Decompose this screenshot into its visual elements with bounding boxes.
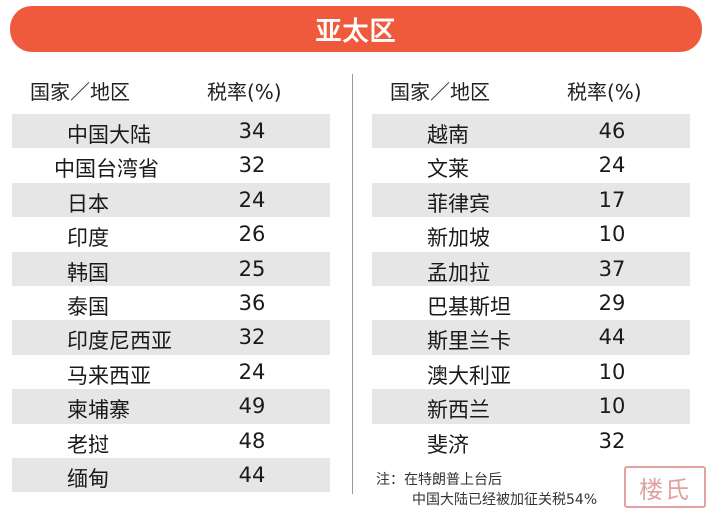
table-row: 斐济 32 — [372, 424, 690, 458]
country-cell: 文莱 — [427, 157, 469, 182]
rate-cell: 37 — [598, 256, 626, 281]
table-row: 印度尼西亚 32 — [12, 320, 330, 355]
rate-header: 税率(%) — [207, 80, 282, 104]
left-table-header: 国家／地区 税率(%) — [12, 72, 330, 106]
country-cell: 老挝 — [67, 432, 109, 457]
table-row: 印度 26 — [12, 217, 330, 251]
country-cell: 巴基斯坦 — [427, 294, 511, 319]
footnote: 注：在特朗普上台后 中国大陆已经被加征关税54% — [376, 470, 597, 510]
table-row: 日本 24 — [12, 182, 330, 218]
title-banner: 亚太区 — [10, 6, 702, 52]
table-row: 中国台湾省 32 — [12, 148, 330, 182]
country-cell: 新加坡 — [427, 226, 490, 251]
country-cell: 马来西亚 — [67, 363, 151, 388]
country-cell: 斐济 — [427, 432, 469, 457]
rate-cell: 44 — [238, 462, 266, 487]
banner-title: 亚太区 — [315, 16, 397, 47]
rate-cell: 24 — [238, 359, 266, 384]
country-cell: 缅甸 — [67, 466, 109, 491]
rate-cell: 32 — [238, 153, 266, 178]
table-row: 巴基斯坦 29 — [372, 286, 690, 320]
country-cell: 印度 — [67, 226, 109, 251]
footnote-line-2: 中国大陆已经被加征关税54% — [412, 492, 598, 508]
table-row: 韩国 25 — [12, 251, 330, 286]
country-cell: 泰国 — [67, 294, 109, 319]
table-row: 菲律宾 17 — [372, 182, 690, 218]
country-cell: 中国台湾省 — [54, 157, 159, 182]
country-cell: 澳大利亚 — [427, 363, 511, 388]
rate-cell: 32 — [598, 428, 626, 453]
rate-cell: 48 — [238, 428, 266, 453]
country-header: 国家／地区 — [30, 80, 130, 104]
rate-cell: 10 — [598, 394, 626, 419]
country-cell: 韩国 — [67, 260, 109, 285]
rate-cell: 17 — [598, 187, 626, 212]
rate-cell: 24 — [598, 153, 626, 178]
rate-cell: 49 — [238, 394, 266, 419]
table-row: 老挝 48 — [12, 424, 330, 458]
rate-cell: 44 — [598, 325, 626, 350]
rate-cell: 24 — [238, 187, 266, 212]
rate-cell: 10 — [598, 359, 626, 384]
rate-cell: 34 — [238, 119, 266, 143]
country-cell: 日本 — [67, 191, 109, 216]
rate-cell: 10 — [598, 222, 626, 247]
rate-cell: 26 — [238, 222, 266, 247]
table-row: 新西兰 10 — [372, 389, 690, 424]
table-row: 缅甸 44 — [12, 457, 330, 493]
watermark-stamp: 楼氏 — [624, 466, 706, 508]
table-row: 柬埔寨 49 — [12, 389, 330, 424]
rate-cell: 46 — [598, 119, 626, 143]
country-cell: 斯里兰卡 — [427, 329, 511, 354]
table-row: 孟加拉 37 — [372, 251, 690, 286]
country-cell: 新西兰 — [427, 398, 490, 423]
footnote-line-1: 注：在特朗普上台后 — [376, 472, 502, 488]
table-row: 文莱 24 — [372, 148, 690, 182]
right-table-header: 国家／地区 税率(%) — [372, 72, 690, 106]
right-table: 国家／地区 税率(%) 越南 46 文莱 24 菲律宾 17 新加坡 10 孟加… — [372, 72, 690, 458]
rate-cell: 29 — [598, 290, 626, 315]
country-cell: 孟加拉 — [427, 260, 490, 285]
country-cell: 柬埔寨 — [67, 398, 130, 423]
country-cell: 印度尼西亚 — [67, 329, 172, 354]
country-cell: 菲律宾 — [427, 191, 490, 216]
country-cell: 越南 — [427, 123, 469, 147]
table-row: 泰国 36 — [12, 286, 330, 320]
rate-header: 税率(%) — [567, 80, 642, 104]
table-row: 斯里兰卡 44 — [372, 320, 690, 355]
watermark-text: 楼氏 — [639, 475, 691, 504]
country-header: 国家／地区 — [390, 80, 490, 104]
country-cell: 中国大陆 — [67, 123, 151, 147]
rate-cell: 25 — [238, 256, 266, 281]
left-table: 国家／地区 税率(%) 中国大陆 34 中国台湾省 32 日本 24 印度 26… — [12, 72, 330, 493]
rate-cell: 36 — [238, 290, 266, 315]
table-row: 马来西亚 24 — [12, 355, 330, 389]
rate-cell: 32 — [238, 325, 266, 350]
table-row: 澳大利亚 10 — [372, 355, 690, 389]
table-row: 新加坡 10 — [372, 217, 690, 251]
table-row: 越南 46 — [372, 114, 690, 149]
table-row: 中国大陆 34 — [12, 114, 330, 149]
column-divider — [352, 74, 353, 494]
